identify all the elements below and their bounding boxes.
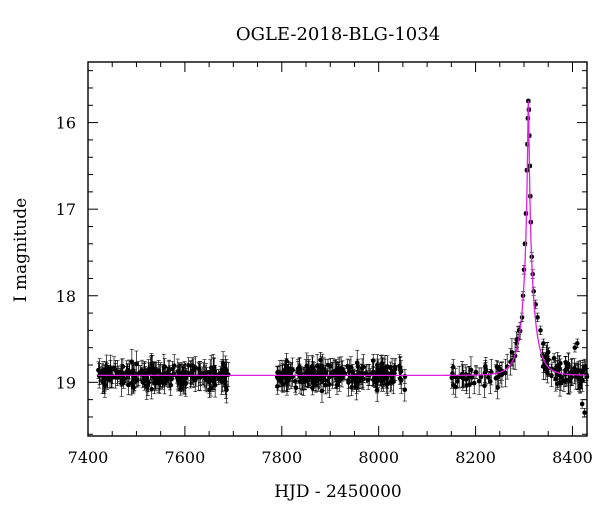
data-point — [545, 347, 551, 357]
data-point — [349, 378, 354, 397]
data-point — [284, 364, 289, 393]
data-point — [218, 366, 223, 381]
data-point — [286, 360, 291, 377]
model-curve-layer — [97, 100, 587, 377]
data-point — [302, 369, 308, 391]
data-point — [375, 363, 380, 376]
data-point — [495, 375, 500, 400]
data-point — [555, 352, 560, 380]
model-curve — [97, 100, 587, 377]
data-point — [191, 368, 197, 388]
data-point — [139, 359, 145, 381]
data-point — [453, 376, 459, 398]
data-point — [290, 357, 295, 383]
data-point — [305, 355, 311, 384]
data-point — [580, 368, 585, 392]
data-point — [197, 361, 203, 383]
data-point — [579, 399, 585, 409]
data-point — [483, 362, 488, 376]
data-point — [487, 369, 493, 394]
data-point — [370, 353, 376, 368]
data-point — [558, 358, 563, 368]
data-point — [136, 361, 141, 387]
data-point — [565, 362, 570, 372]
data-point — [207, 369, 212, 395]
axes-layer: 7400 7600 7800 8000 8200 8400 16 17 18 19 — [56, 62, 593, 467]
data-point — [354, 369, 360, 387]
data-point — [384, 375, 390, 394]
data-point — [310, 380, 315, 396]
data-point — [334, 361, 339, 380]
data-point — [575, 338, 580, 348]
data-point — [576, 368, 582, 390]
data-point — [497, 362, 503, 376]
data-point — [275, 378, 280, 395]
data-point — [175, 366, 181, 390]
data-point — [385, 355, 390, 378]
data-point — [325, 367, 331, 394]
data-point — [109, 367, 115, 388]
data-point — [538, 325, 543, 336]
data-point — [202, 359, 207, 388]
data-point — [476, 367, 482, 395]
data-point — [371, 372, 376, 387]
data-point — [170, 361, 175, 377]
data-point — [380, 357, 386, 386]
data-point — [292, 369, 298, 393]
x-tick-label: 7800 — [261, 448, 302, 467]
data-point — [456, 365, 462, 389]
y-tick-label: 16 — [56, 114, 76, 133]
data-points-layer — [96, 98, 590, 418]
data-point — [119, 364, 125, 381]
data-point — [150, 362, 156, 377]
data-point — [104, 354, 109, 379]
data-point — [473, 365, 479, 380]
data-point — [503, 358, 508, 388]
data-point — [131, 369, 137, 392]
data-point — [360, 367, 365, 389]
data-point — [493, 364, 499, 392]
x-tick-label: 7600 — [165, 448, 206, 467]
data-point — [363, 365, 369, 381]
data-point — [134, 350, 139, 378]
data-point — [551, 353, 557, 363]
data-point — [471, 372, 477, 395]
data-point — [186, 357, 191, 374]
data-point — [164, 374, 170, 388]
y-tick-label: 19 — [56, 373, 76, 392]
x-tick-label: 8000 — [358, 448, 399, 467]
data-point — [126, 374, 131, 396]
x-tick-label: 8200 — [455, 448, 496, 467]
data-point — [559, 369, 564, 386]
data-point — [188, 360, 194, 387]
data-point — [347, 359, 352, 378]
data-point — [146, 359, 151, 387]
x-axis-title: HJD - 2450000 — [274, 482, 402, 502]
x-tick-label: 7400 — [68, 448, 109, 467]
data-point — [541, 338, 546, 348]
data-point — [320, 364, 325, 383]
y-tick-label: 17 — [56, 200, 76, 219]
y-tick-label: 18 — [56, 287, 76, 306]
x-tick-label: 8400 — [552, 448, 593, 467]
chart-title: OGLE-2018-BLG-1034 — [236, 24, 440, 45]
data-point — [564, 374, 570, 387]
data-point — [450, 363, 455, 383]
data-point — [316, 369, 322, 388]
plot-frame — [87, 61, 588, 437]
data-point — [149, 379, 154, 400]
y-axis-title: I magnitude — [11, 198, 31, 302]
data-point — [198, 363, 203, 392]
data-point — [582, 407, 587, 418]
